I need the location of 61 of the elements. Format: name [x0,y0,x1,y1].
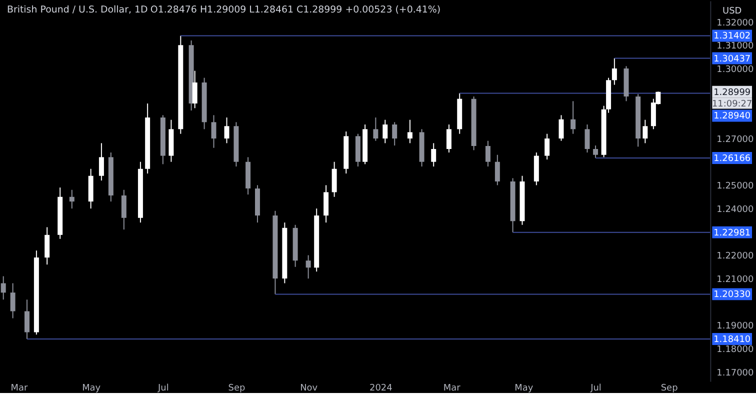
candlestick [211,114,216,148]
candlestick [332,161,337,198]
candlestick [446,124,452,154]
candlestick [431,142,436,168]
y-tick-label: 1.27000 [716,134,754,145]
candlestick [570,100,576,134]
x-tick-label: Mar [10,384,28,394]
candlestick [494,154,500,186]
y-tick-label: 1.19000 [716,322,754,332]
y-tick-label: 1.17000 [716,368,754,378]
ref-line-label: 1.28940 [714,112,751,122]
ref-line-label: 1.31402 [714,32,751,42]
candlestick [485,140,490,168]
candlestick [44,226,50,266]
x-tick-label: Jul [590,384,602,394]
y-tick-label: 1.22000 [716,252,754,262]
y-tick-label: 1.24000 [716,205,754,216]
candlestick [392,122,398,146]
annotation: 1.28999 [714,88,751,98]
candlestick [544,133,550,160]
chart-title: British Pound / U.S. Dollar, 1D [6,4,148,16]
x-tick-label: Nov [300,384,318,394]
candlestick [382,119,388,144]
x-tick-label: May [514,384,534,394]
candlestick [224,116,230,144]
x-tick-label: 2024 [370,384,393,394]
candlestick [306,254,311,280]
x-tick-label: Sep [228,384,246,394]
x-tick-label: Mar [443,384,461,394]
y-tick-label: 1.31000 [716,42,754,52]
candlestick [373,116,378,142]
candlestick [10,282,16,319]
ref-line-label: 1.26166 [714,154,751,164]
candlestick [69,189,74,210]
y-tick-label: 1.21000 [716,275,754,286]
candlestick [192,70,198,109]
y-tick-label: 1.30000 [716,64,754,75]
ref-line-label: 1.30437 [714,54,751,64]
y-tick-label: 1.32000 [716,18,754,28]
candlestick [593,145,598,158]
candlestick [98,142,104,182]
chart-subtitle: O1.28476 H1.29009 L1.28461 C1.28999 +0.00523 (+0.41%) [150,4,441,16]
candlestick [642,119,648,144]
candlestick [407,119,412,144]
y-axis-title: USD [722,6,742,17]
x-tick-label: May [82,384,102,394]
candlestick [0,276,6,300]
candlestick [121,189,126,230]
candlestick [584,124,590,154]
y-tick-label: 1.18000 [716,345,754,356]
text: 11:09:27 [712,99,752,110]
ref-line-label: 1.20330 [714,290,751,300]
candlestick [612,58,617,86]
candlestick [24,299,30,340]
x-tick-label: Sep [660,384,678,394]
ref-line-label: 1.22981 [714,228,751,238]
ref-line-label: 1.18410 [714,335,751,346]
y-tick-label: 1.25000 [716,182,754,192]
candlestick [558,114,564,142]
x-tick-label: Jul [157,384,169,394]
candlestick [324,184,329,224]
